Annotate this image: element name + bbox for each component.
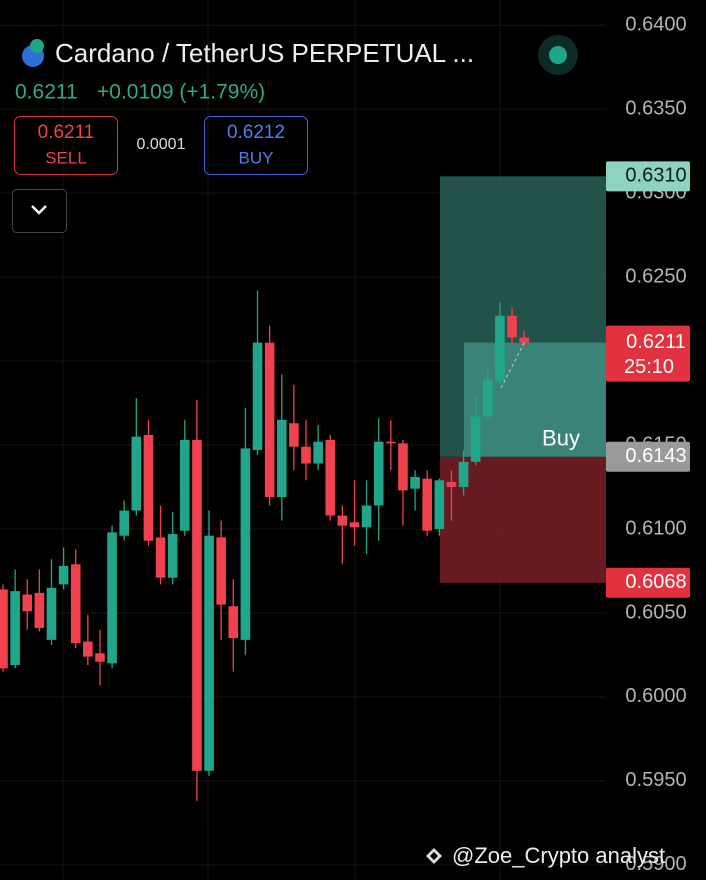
position-label: Buy <box>542 426 580 451</box>
candle-body <box>46 587 57 640</box>
candle-body <box>289 423 299 447</box>
candle-body <box>483 379 493 417</box>
stop-price-label: 0.6068 <box>625 571 686 593</box>
overlay: Cardano / TetherUS PERPETUAL ... 0.6211 … <box>12 35 665 868</box>
projection-line <box>499 342 525 391</box>
candle-body <box>410 476 420 489</box>
buy-label: BUY <box>239 148 274 167</box>
candle-body <box>276 419 287 498</box>
last-price-label: 0.6211 <box>626 331 686 353</box>
candle-body <box>180 440 190 531</box>
y-tick-label: 0.6000 <box>625 685 686 707</box>
y-tick-label: 0.6250 <box>625 265 686 287</box>
target-price-badge <box>606 161 690 192</box>
y-tick-label: 0.6100 <box>625 517 686 539</box>
stop-price-badge <box>606 567 690 598</box>
candle-body <box>143 434 154 541</box>
entry-price-badge <box>606 441 690 472</box>
candle-body <box>446 481 457 488</box>
candle-body <box>313 441 323 464</box>
candle-body <box>386 441 396 444</box>
last-price-badge <box>606 325 690 382</box>
candle-body <box>0 589 8 669</box>
candle-body <box>252 342 263 451</box>
coin-badge <box>30 39 44 53</box>
candle-body <box>95 653 105 662</box>
price-change: +0.0109 (+1.79%) <box>97 81 265 104</box>
chevron-icon <box>31 205 47 215</box>
candle-body <box>22 594 33 612</box>
candle-body <box>458 461 469 488</box>
candle-body <box>228 606 239 639</box>
countdown-label: 25:10 <box>624 356 674 378</box>
buy-button[interactable] <box>204 116 308 175</box>
sell-button[interactable] <box>14 116 118 175</box>
candle-body <box>398 443 408 491</box>
y-tick-label: 0.5950 <box>625 769 686 791</box>
buy-price: 0.6212 <box>227 122 285 143</box>
sell-label: SELL <box>45 148 87 167</box>
candle-body <box>34 592 45 629</box>
y-tick-label: 0.6350 <box>625 97 686 119</box>
entry-price-label: 0.6143 <box>625 445 686 467</box>
candle-body <box>155 537 166 578</box>
sell-price: 0.6211 <box>38 122 95 143</box>
candle-body <box>131 436 142 511</box>
candle-body <box>361 505 372 528</box>
spread: 0.0001 <box>137 136 186 153</box>
candle-body <box>301 446 311 464</box>
plot-area: Buy0.59000.59500.60000.60500.61000.61500… <box>0 0 690 880</box>
candle-body <box>107 532 117 664</box>
candle-body <box>422 478 432 531</box>
candle-body <box>519 337 529 343</box>
y-tick-label: 0.6400 <box>625 13 686 35</box>
candle-body <box>167 534 178 578</box>
watermark-logo <box>426 848 442 864</box>
candle-body <box>337 515 348 526</box>
candle-body <box>373 441 384 506</box>
candle-body <box>10 591 20 666</box>
y-tick-label: 0.6050 <box>625 601 686 623</box>
candle-body <box>192 440 202 771</box>
target-price-label: 0.6310 <box>625 165 686 187</box>
candle-body <box>349 522 360 528</box>
watermark: @Zoe_Crypto analyst <box>452 843 665 868</box>
candle-body <box>264 342 275 498</box>
candle-body <box>507 315 517 338</box>
candle-body <box>470 416 481 462</box>
candle-body <box>325 440 336 516</box>
candle-body <box>216 537 226 605</box>
candle-body <box>240 448 251 640</box>
candle-body <box>495 315 505 382</box>
status-dot[interactable] <box>549 46 567 64</box>
y-tick-label: 0.5900 <box>625 853 686 875</box>
candle-body <box>83 641 93 657</box>
candle-body <box>70 564 81 644</box>
candle-body <box>58 565 69 585</box>
candle-body <box>119 510 129 536</box>
candle-body <box>434 480 445 530</box>
symbol-title[interactable]: Cardano / TetherUS PERPETUAL ... <box>55 38 474 68</box>
candle-body <box>204 535 214 771</box>
last-price: 0.6211 <box>15 81 78 104</box>
